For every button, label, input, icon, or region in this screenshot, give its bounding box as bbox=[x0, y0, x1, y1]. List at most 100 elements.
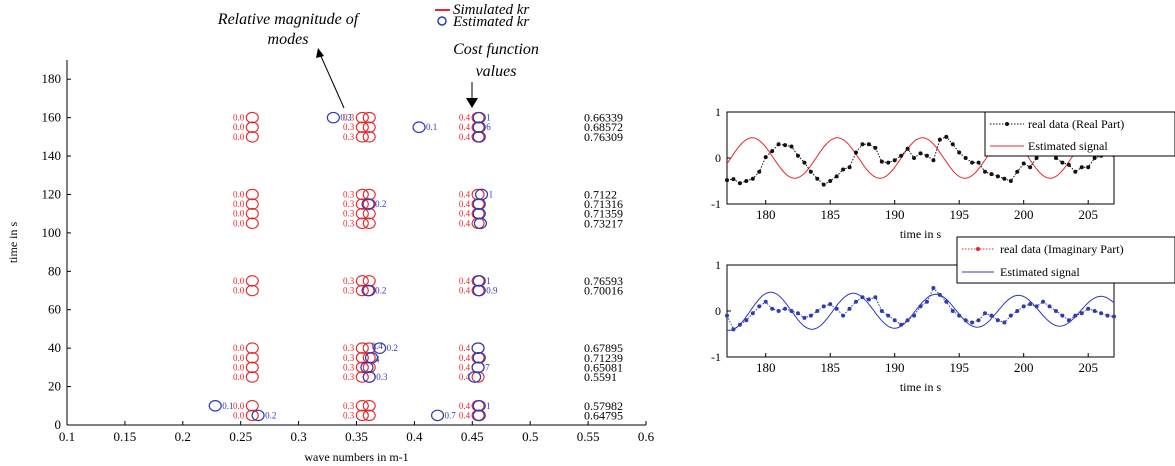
real-data-point bbox=[924, 153, 929, 158]
annotations: Relative magnitude of modes Cost functio… bbox=[217, 11, 539, 109]
real-data-point bbox=[892, 318, 897, 323]
estimated-kr-marker bbox=[412, 121, 426, 134]
estimated-magnitude-label: 7 bbox=[485, 362, 490, 372]
estimated-kr-marker bbox=[430, 409, 445, 422]
estimated-magnitude-label: 0.1 bbox=[222, 401, 233, 411]
main-y-tick-label: 180 bbox=[42, 71, 62, 86]
simulated-magnitude-label: 0.0 bbox=[233, 276, 245, 286]
simulated-magnitude-label: 0.3 bbox=[343, 209, 355, 219]
simulated-kr-marker bbox=[362, 400, 376, 412]
real-data-point bbox=[847, 165, 852, 170]
real-data-point bbox=[892, 158, 897, 163]
simulated-magnitude-label: 0.3 bbox=[343, 372, 355, 382]
simulated-kr-marker bbox=[471, 352, 485, 364]
real-data-point bbox=[744, 179, 749, 183]
simulated-magnitude-label: 0.4 bbox=[459, 122, 471, 132]
simulated-magnitude-label: 0.4 bbox=[459, 189, 471, 199]
simulated-magnitude-label: 0.0 bbox=[233, 286, 245, 296]
simulated-magnitude-label: 0.3 bbox=[343, 343, 355, 353]
simulated-magnitude-label: 0.0 bbox=[233, 410, 245, 420]
estimated-kr-marker bbox=[361, 198, 375, 210]
estimated-magnitude-label: 0.9 bbox=[486, 286, 498, 296]
simulated-kr-marker bbox=[245, 400, 259, 412]
main-x-tick-label: 0.1 bbox=[59, 429, 75, 444]
cost-function-value: 0.70016 bbox=[584, 284, 623, 298]
real-data-point bbox=[1034, 304, 1039, 309]
legend-real-data-marker bbox=[1005, 122, 1009, 126]
real-data-point bbox=[789, 309, 794, 313]
real-data-point bbox=[828, 179, 833, 183]
estimated-magnitude-label: 1 bbox=[486, 276, 491, 286]
simulated-kr-marker bbox=[355, 361, 369, 374]
simulated-kr-marker bbox=[471, 207, 485, 220]
real-data-point bbox=[783, 143, 788, 148]
main-x-axis-label: wave numbers in m-1 bbox=[304, 450, 408, 464]
y-tick-label: -1 bbox=[711, 197, 721, 211]
y-tick-label: 1 bbox=[715, 105, 721, 119]
real-data-point bbox=[1028, 165, 1033, 170]
real-data-point bbox=[808, 313, 813, 318]
estimated-magnitude-label: 0.3 bbox=[340, 113, 352, 123]
simulated-magnitude-label: 0.4 bbox=[459, 276, 471, 286]
real-data-point bbox=[1053, 156, 1058, 160]
y-tick-label: 1 bbox=[715, 258, 721, 272]
real-data-point bbox=[912, 156, 917, 160]
real-data-point bbox=[1021, 304, 1026, 309]
real-data-point bbox=[976, 318, 981, 323]
real-data-point bbox=[744, 318, 749, 323]
real-data-point bbox=[1060, 313, 1065, 318]
simulated-magnitude-label: 0.4 bbox=[459, 199, 471, 209]
estimated-magnitude-label: 6 bbox=[486, 122, 491, 132]
simulated-kr-marker bbox=[245, 275, 259, 287]
real-data-point bbox=[950, 309, 955, 313]
annotation-magnitude-arrow bbox=[319, 53, 345, 109]
real-data-point bbox=[802, 160, 807, 165]
estimated-kr-marker bbox=[472, 275, 486, 287]
annotation-magnitude-line2: modes bbox=[268, 31, 309, 48]
estimated-kr-marker bbox=[472, 409, 486, 422]
real-data-point bbox=[815, 176, 820, 181]
estimated-kr-marker bbox=[361, 284, 375, 297]
cost-function-value: 0.71239 bbox=[584, 351, 623, 365]
real-data-point bbox=[970, 320, 975, 325]
cost-function-value: 0.5591 bbox=[584, 370, 617, 384]
real-data-point bbox=[1015, 169, 1020, 174]
simulated-magnitude-label: 0.3 bbox=[343, 218, 355, 228]
real-data-point bbox=[776, 142, 781, 147]
real-data-point bbox=[873, 295, 878, 300]
real-data-point bbox=[1073, 313, 1078, 318]
simulated-kr-marker bbox=[245, 131, 259, 143]
real-data-point bbox=[757, 169, 762, 174]
real-data-point bbox=[989, 313, 994, 318]
simulated-magnitude-label: 0.3 bbox=[343, 199, 355, 209]
simulated-magnitude-label: 0.0 bbox=[233, 343, 245, 353]
x-axis-label: time in s bbox=[900, 380, 942, 394]
x-tick-label: 205 bbox=[1078, 207, 1098, 222]
real-data-point bbox=[957, 313, 962, 318]
real-data-point bbox=[763, 299, 768, 304]
real-data-point bbox=[1086, 306, 1091, 311]
simulated-kr-marker bbox=[355, 352, 369, 364]
real-data-point bbox=[750, 311, 755, 316]
estimated-magnitude-label: 0.2 bbox=[387, 343, 398, 353]
estimated-magnitude-label: 4 bbox=[375, 355, 380, 365]
real-data-point bbox=[924, 299, 929, 304]
estimated-magnitude-label: 0.3 bbox=[376, 372, 388, 382]
x-tick-label: 185 bbox=[820, 360, 840, 375]
real-data-point bbox=[918, 304, 923, 309]
simulated-magnitude-label: 0.3 bbox=[343, 286, 355, 296]
main-y-tick-label: 140 bbox=[42, 148, 62, 163]
x-axis-label: time in s bbox=[900, 227, 942, 241]
simulated-magnitude-label: 0.3 bbox=[343, 189, 355, 199]
estimated-kr-marker bbox=[472, 198, 486, 210]
main-x-tick-label: 0.6 bbox=[638, 429, 655, 444]
main-x-tick-label: 0.45 bbox=[461, 429, 484, 444]
simulated-kr-marker bbox=[471, 188, 485, 201]
main-legend: Simulated kr Estimated kr bbox=[435, 2, 529, 30]
real-data-point bbox=[770, 149, 775, 154]
simulated-kr-marker bbox=[471, 131, 485, 143]
simulated-kr-marker bbox=[362, 131, 376, 143]
main-y-tick-label: 100 bbox=[42, 225, 62, 240]
cost-function-value: 0.76593 bbox=[584, 274, 623, 288]
cost-function-value: 0.67895 bbox=[584, 341, 623, 355]
